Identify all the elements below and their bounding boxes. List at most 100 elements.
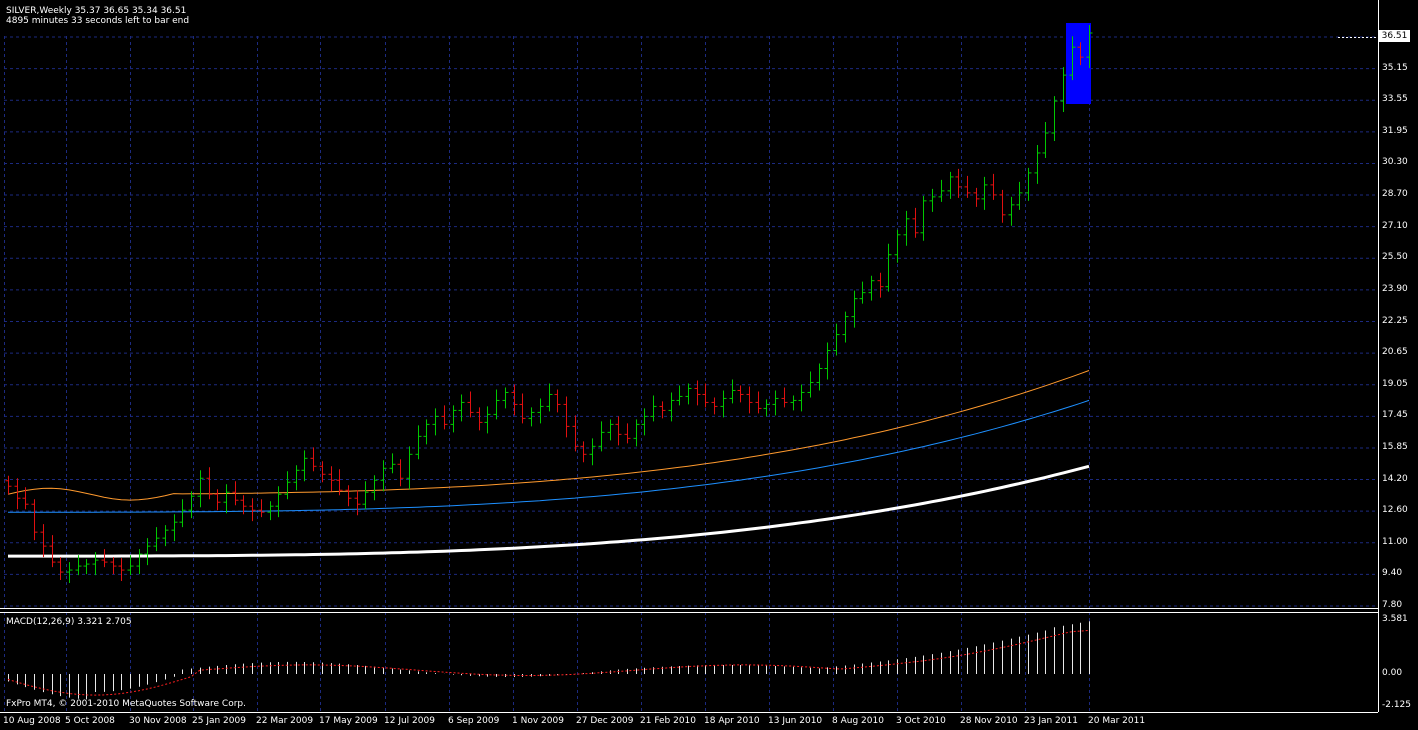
ohlc-bar — [310, 447, 317, 472]
ohlc-bar — [1025, 167, 1032, 201]
ohlc-bar — [938, 179, 945, 202]
macd-tick: -2.125 — [1382, 700, 1412, 710]
ohlc-bar — [5, 475, 12, 495]
ohlc-bar — [833, 323, 840, 356]
ohlc-bar — [179, 499, 186, 528]
ohlc-bar — [615, 416, 622, 446]
ohlc-bar — [240, 495, 247, 515]
price-tick: 27.10 — [1382, 220, 1408, 231]
ohlc-bar — [929, 188, 936, 212]
ohlc-bar — [92, 552, 99, 576]
moving-average-line — [7, 370, 1090, 501]
time-tick: 21 Feb 2010 — [640, 716, 697, 726]
time-tick: 17 May 2009 — [319, 716, 378, 726]
ohlc-bar — [885, 243, 892, 292]
ohlc-bar — [798, 384, 805, 412]
ohlc-bar — [720, 390, 727, 418]
ohlc-bar — [1034, 144, 1041, 184]
ohlc-bar — [633, 419, 640, 447]
ohlc-bar — [14, 478, 21, 510]
ohlc-bar — [981, 176, 988, 210]
price-tick: 28.70 — [1382, 189, 1408, 200]
price-tick: 33.55 — [1382, 94, 1408, 105]
ohlc-bar — [763, 399, 770, 417]
ohlc-bar — [947, 171, 954, 199]
ohlc-bar — [519, 393, 526, 424]
price-tick: 17.45 — [1382, 410, 1408, 421]
ohlc-bar — [729, 379, 736, 404]
ohlc-bar — [249, 498, 256, 522]
ohlc-bar — [162, 525, 169, 547]
price-tick: 31.95 — [1382, 125, 1408, 136]
ohlc-bar — [711, 397, 718, 415]
ohlc-bar — [572, 415, 579, 452]
ohlc-bar — [824, 342, 831, 380]
ohlc-bar — [362, 481, 369, 510]
time-tick: 6 Sep 2009 — [448, 716, 500, 726]
ohlc-bar — [345, 485, 352, 507]
ohlc-bar — [197, 470, 204, 508]
price-tick: 11.00 — [1382, 536, 1408, 547]
ohlc-bar — [702, 383, 709, 408]
ohlc-bar — [807, 371, 814, 398]
ohlc-bar — [877, 272, 884, 298]
ohlc-bar — [502, 387, 509, 409]
ohlc-bar — [676, 385, 683, 406]
ohlc-bar — [57, 557, 64, 581]
ohlc-bar — [232, 481, 239, 506]
ohlc-bar — [589, 438, 596, 466]
ohlc-bar — [607, 419, 614, 441]
ohlc-bar — [990, 173, 997, 200]
current-bar-highlight — [1066, 23, 1091, 104]
ohlc-bar — [563, 396, 570, 438]
ohlc-bar — [537, 398, 544, 424]
copyright: FxPro MT4, © 2001-2010 MetaQuotes Softwa… — [6, 699, 246, 709]
ohlc-bar — [851, 290, 858, 328]
ohlc-bar — [737, 385, 744, 403]
ohlc-bar — [223, 484, 230, 514]
macd-tick: 3.581 — [1382, 614, 1408, 624]
ohlc-bar — [781, 387, 788, 408]
ohlc-bar — [755, 391, 762, 414]
ohlc-bar — [397, 459, 404, 487]
price-tick: 23.90 — [1382, 283, 1408, 294]
ohlc-bar — [484, 406, 491, 434]
price-tick: 19.05 — [1382, 378, 1408, 389]
macd-tick: 0.00 — [1382, 667, 1403, 678]
price-tick: 9.40 — [1382, 568, 1403, 579]
ohlc-bar — [1016, 181, 1023, 210]
time-tick: 27 Dec 2009 — [576, 716, 634, 726]
ohlc-bar — [955, 168, 962, 198]
ohlc-bar — [580, 441, 587, 463]
ohlc-bar — [920, 195, 927, 241]
macd-title: MACD(12,26,9) 3.321 2.705 — [6, 617, 132, 627]
ohlc-bar — [1060, 67, 1067, 113]
ohlc-bar — [258, 499, 265, 518]
price-tick: 30.30 — [1382, 157, 1408, 168]
bar-timer: 4895 minutes 33 seconds left to bar end — [6, 16, 190, 26]
price-tick: 14.20 — [1382, 473, 1408, 484]
ohlc-bar — [336, 469, 343, 496]
ohlc-bar — [641, 408, 648, 436]
moving-averages — [7, 370, 1090, 558]
ohlc-bar — [1077, 42, 1084, 66]
ohlc-bar — [790, 395, 797, 411]
current-price-label: 36.51 — [1379, 30, 1410, 42]
time-tick: 20 Mar 2011 — [1088, 716, 1146, 726]
ohlc-bar — [171, 514, 178, 542]
ohlc-bar — [301, 450, 308, 482]
ohlc-bar — [1008, 196, 1015, 226]
ohlc-bar — [49, 535, 56, 568]
moving-average-line — [8, 399, 1090, 513]
macd-signal-line — [7, 629, 1090, 696]
ohlc-bar — [1086, 25, 1093, 69]
ohlc-bar — [406, 446, 413, 490]
time-tick: 10 Aug 2008 — [3, 716, 61, 726]
time-tick: 12 Jul 2009 — [384, 716, 435, 726]
ohlc-bar — [293, 465, 300, 491]
ohlc-bar — [868, 275, 875, 301]
time-tick: 18 Apr 2010 — [704, 716, 760, 726]
price-tick: 12.60 — [1382, 505, 1408, 516]
